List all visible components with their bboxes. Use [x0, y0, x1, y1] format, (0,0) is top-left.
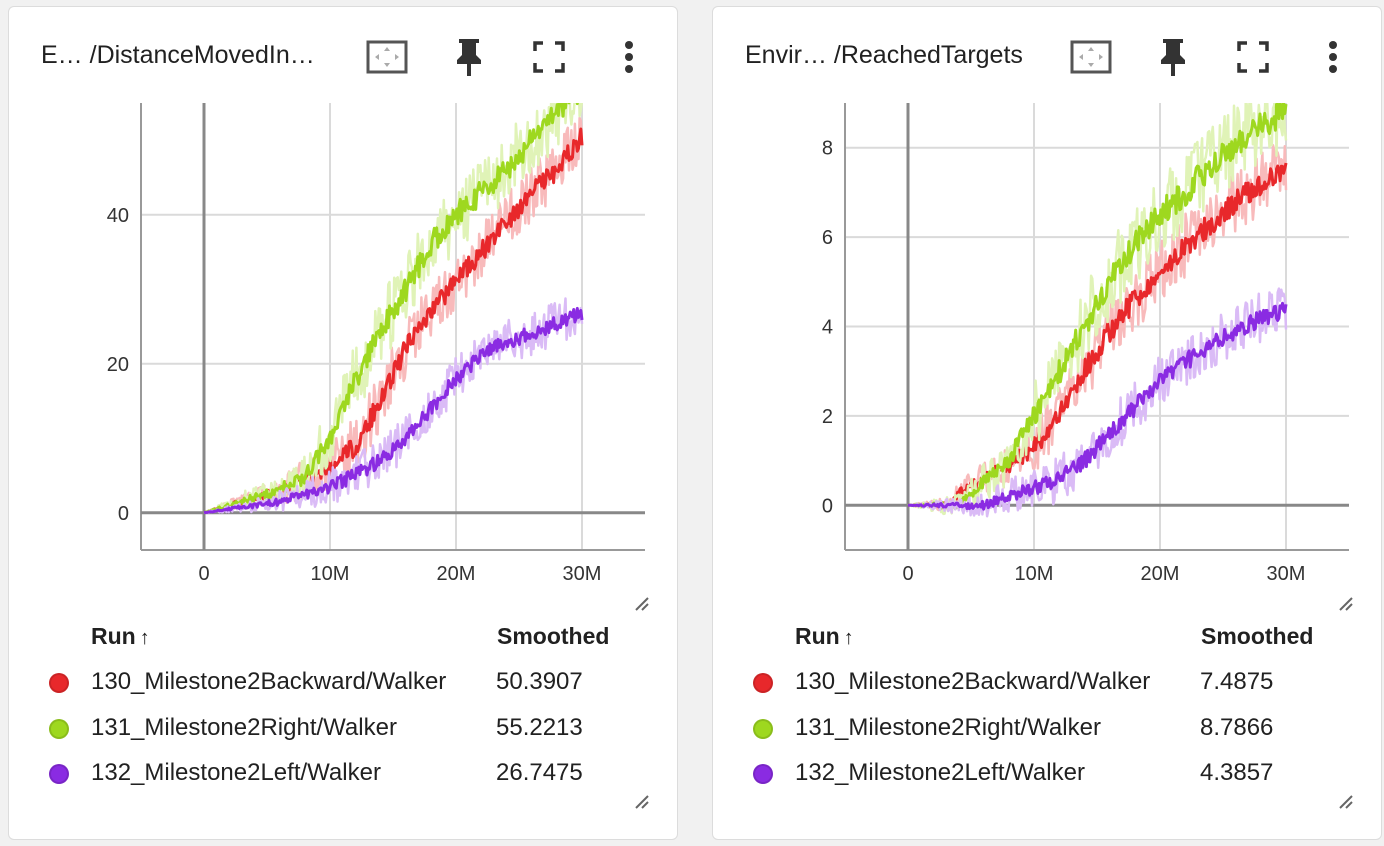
fit-domain-button[interactable]: [1069, 35, 1113, 79]
run-name: 132_Milestone2Left/Walker: [91, 759, 381, 786]
run-header-label: Run: [91, 623, 136, 649]
run-color-dot[interactable]: [753, 673, 773, 693]
legend-row: 131_Milestone2Right/Walker 55.2213: [49, 714, 649, 747]
x-tick-label: 30M: [1267, 563, 1306, 585]
run-color-dot[interactable]: [753, 764, 773, 784]
legend-row: 131_Milestone2Right/Walker 8.7866: [753, 714, 1353, 747]
more-vert-icon: [1329, 41, 1337, 73]
run-color-dot[interactable]: [49, 719, 69, 739]
legend-run-header[interactable]: Run ↑: [795, 623, 854, 650]
run-smoothed-value: 50.3907: [496, 668, 583, 695]
resize-handle-chart[interactable]: [1337, 595, 1353, 611]
fit-domain-icon: [366, 40, 408, 74]
run-smoothed-value: 4.3857: [1200, 759, 1274, 786]
resize-icon: [1339, 597, 1353, 611]
x-tick-label: 0: [198, 563, 209, 585]
series-smoothed-line: [203, 103, 579, 515]
resize-icon: [635, 597, 649, 611]
fit-domain-icon: [1070, 40, 1112, 74]
pin-button[interactable]: [1151, 35, 1195, 79]
legend-smoothed-header: Smoothed: [497, 623, 610, 649]
fullscreen-button[interactable]: [1231, 35, 1275, 79]
resize-handle-card[interactable]: [1337, 793, 1353, 809]
more-vert-icon: [625, 41, 633, 73]
more-menu-button[interactable]: [607, 35, 651, 79]
fullscreen-icon: [533, 41, 565, 73]
y-tick-label: 0: [822, 495, 833, 517]
more-menu-button[interactable]: [1311, 35, 1355, 79]
x-tick-label: 10M: [1015, 563, 1054, 585]
run-color-dot[interactable]: [753, 719, 773, 739]
y-tick-label: 6: [822, 227, 833, 249]
y-tick-label: 40: [107, 205, 129, 227]
resize-handle-card[interactable]: [633, 793, 649, 809]
legend-run-header[interactable]: Run ↑: [91, 623, 150, 650]
line-chart-reached-targets[interactable]: 0 10M 20M 30M 0 2 4 6 8: [713, 7, 1383, 617]
pin-button[interactable]: [447, 35, 491, 79]
run-smoothed-value: 55.2213: [496, 714, 583, 741]
run-name: 132_Milestone2Left/Walker: [795, 759, 1085, 786]
series-smoothed-line: [907, 301, 1288, 511]
y-tick-label: 20: [107, 354, 129, 376]
legend-row: 132_Milestone2Left/Walker 26.7475: [49, 759, 649, 792]
run-smoothed-value: 7.4875: [1200, 668, 1274, 695]
sort-arrow-icon: ↑: [139, 627, 150, 649]
card-title: Envir… /ReachedTargets: [745, 41, 1023, 69]
series-group: [907, 103, 1288, 518]
y-tick-label: 0: [118, 503, 129, 525]
run-name: 130_Milestone2Backward/Walker: [91, 668, 447, 695]
x-tick-label: 20M: [437, 563, 476, 585]
series-group: [203, 103, 584, 515]
x-tick-label: 10M: [311, 563, 350, 585]
pin-icon: [1161, 39, 1185, 76]
legend-smoothed-header: Smoothed: [1201, 623, 1314, 649]
scalar-card-distance: E… /DistanceMovedIn… 0 10M 20M 30M 0 20 40 Run…: [8, 6, 678, 840]
x-tick-label: 20M: [1141, 563, 1180, 585]
x-tick-label: 30M: [563, 563, 602, 585]
run-header-label: Run: [795, 623, 840, 649]
pin-icon: [457, 39, 481, 76]
series-raw-line: [907, 103, 1288, 516]
run-color-dot[interactable]: [49, 764, 69, 784]
scalar-card-reached-targets: Envir… /ReachedTargets 0 10M 20M 30M 0 2 4 6 8 R…: [712, 6, 1382, 840]
legend-row: 130_Milestone2Backward/Walker 7.4875: [753, 668, 1353, 701]
line-chart-distance[interactable]: 0 10M 20M 30M 0 20 40: [9, 7, 679, 617]
run-smoothed-value: 26.7475: [496, 759, 583, 786]
series-smoothed-line: [203, 306, 584, 515]
fullscreen-button[interactable]: [527, 35, 571, 79]
run-color-dot[interactable]: [49, 673, 69, 693]
series-smoothed-line: [907, 103, 1288, 511]
resize-icon: [635, 795, 649, 809]
card-title: E… /DistanceMovedIn…: [41, 41, 315, 69]
resize-icon: [1339, 795, 1353, 809]
legend-row: 130_Milestone2Backward/Walker 50.3907: [49, 668, 649, 701]
legend-row: 132_Milestone2Left/Walker 4.3857: [753, 759, 1353, 792]
x-tick-label: 0: [902, 563, 913, 585]
fullscreen-icon: [1237, 41, 1269, 73]
y-tick-label: 8: [822, 138, 833, 160]
y-tick-label: 4: [822, 317, 833, 339]
sort-arrow-icon: ↑: [843, 627, 854, 649]
run-name: 131_Milestone2Right/Walker: [91, 714, 397, 741]
run-name: 131_Milestone2Right/Walker: [795, 714, 1101, 741]
run-smoothed-value: 8.7866: [1200, 714, 1274, 741]
y-tick-label: 2: [822, 406, 833, 428]
resize-handle-chart[interactable]: [633, 595, 649, 611]
run-name: 130_Milestone2Backward/Walker: [795, 668, 1151, 695]
fit-domain-button[interactable]: [365, 35, 409, 79]
